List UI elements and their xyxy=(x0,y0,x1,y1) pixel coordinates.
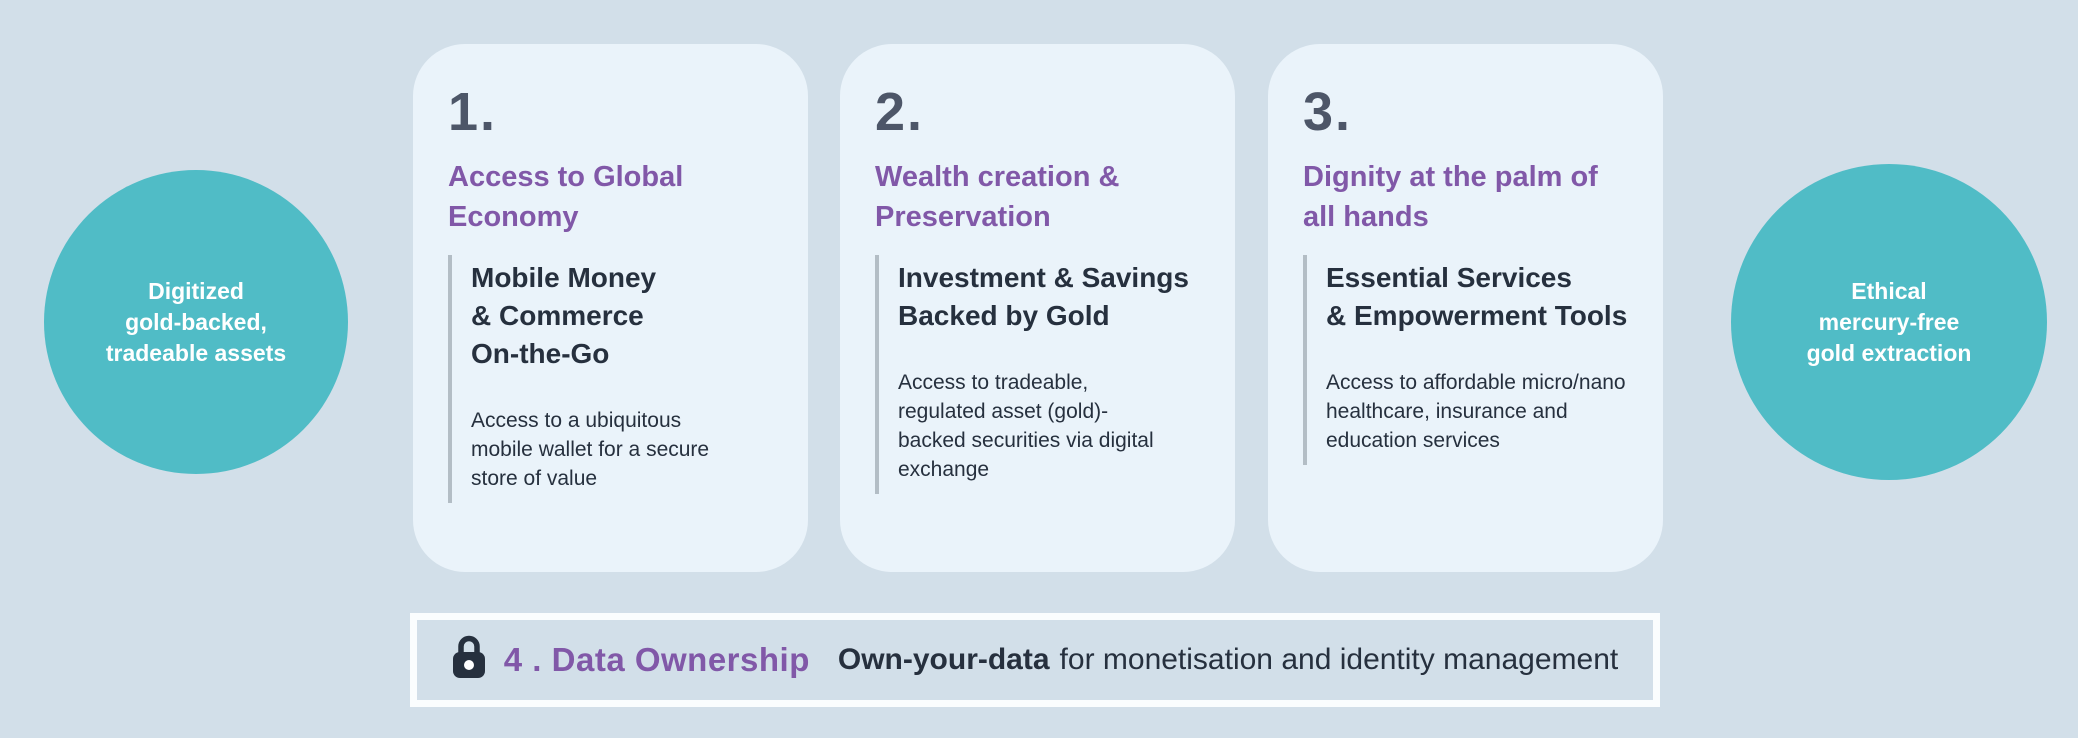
data-ownership-heading: 4 . Data Ownership xyxy=(503,641,810,678)
card-title: Access to Global Economy xyxy=(448,161,684,233)
right-circle: Ethical mercury-free gold extraction xyxy=(1731,164,2047,480)
own-your-data-label: Own-your-data xyxy=(837,643,1050,676)
lock-icon xyxy=(452,634,486,684)
card-body-text: Access to a ubiquitous mobile wallet for… xyxy=(471,409,710,490)
card-subtitle: Investment & Savings Backed by Gold xyxy=(898,262,1189,331)
card-access-to-global-economy: 1. Access to Global Economy Mobile Money… xyxy=(413,44,808,572)
card-body-text: Access to affordable micro/nano healthca… xyxy=(1326,371,1626,452)
card-subtitle: Essential Services & Empowerment Tools xyxy=(1326,262,1628,331)
left-circle-label: Digitized gold-backed, tradeable assets xyxy=(105,277,287,366)
card-title: Dignity at the palm of all hands xyxy=(1303,161,1598,233)
card-number: 1. xyxy=(448,82,498,142)
card-number: 3. xyxy=(1303,82,1353,142)
card-dignity-at-palm-of-all-hands: 3. Dignity at the palm of all hands Esse… xyxy=(1268,44,1663,572)
card-subsection: Essential Services & Empowerment Tools A… xyxy=(1303,255,1631,465)
card-subsection: Investment & Savings Backed by Gold Acce… xyxy=(875,255,1203,494)
card-subtitle: Mobile Money & Commerce On-the-Go xyxy=(471,262,657,369)
left-circle: Digitized gold-backed, tradeable assets xyxy=(44,170,348,474)
card-title: Wealth creation & Preservation xyxy=(875,161,1120,233)
card-subsection: Mobile Money & Commerce On-the-Go Access… xyxy=(448,255,776,503)
right-circle-label: Ethical mercury-free gold extraction xyxy=(1806,277,1972,366)
data-ownership-bar: 4 . Data Ownership Own-your-data for mon… xyxy=(410,613,1660,707)
data-ownership-description: for monetisation and identity management xyxy=(1059,643,1619,676)
card-wealth-creation-preservation: 2. Wealth creation & Preservation Invest… xyxy=(840,44,1235,572)
card-number: 2. xyxy=(875,82,925,142)
card-body-text: Access to tradeable, regulated asset (go… xyxy=(898,371,1154,481)
